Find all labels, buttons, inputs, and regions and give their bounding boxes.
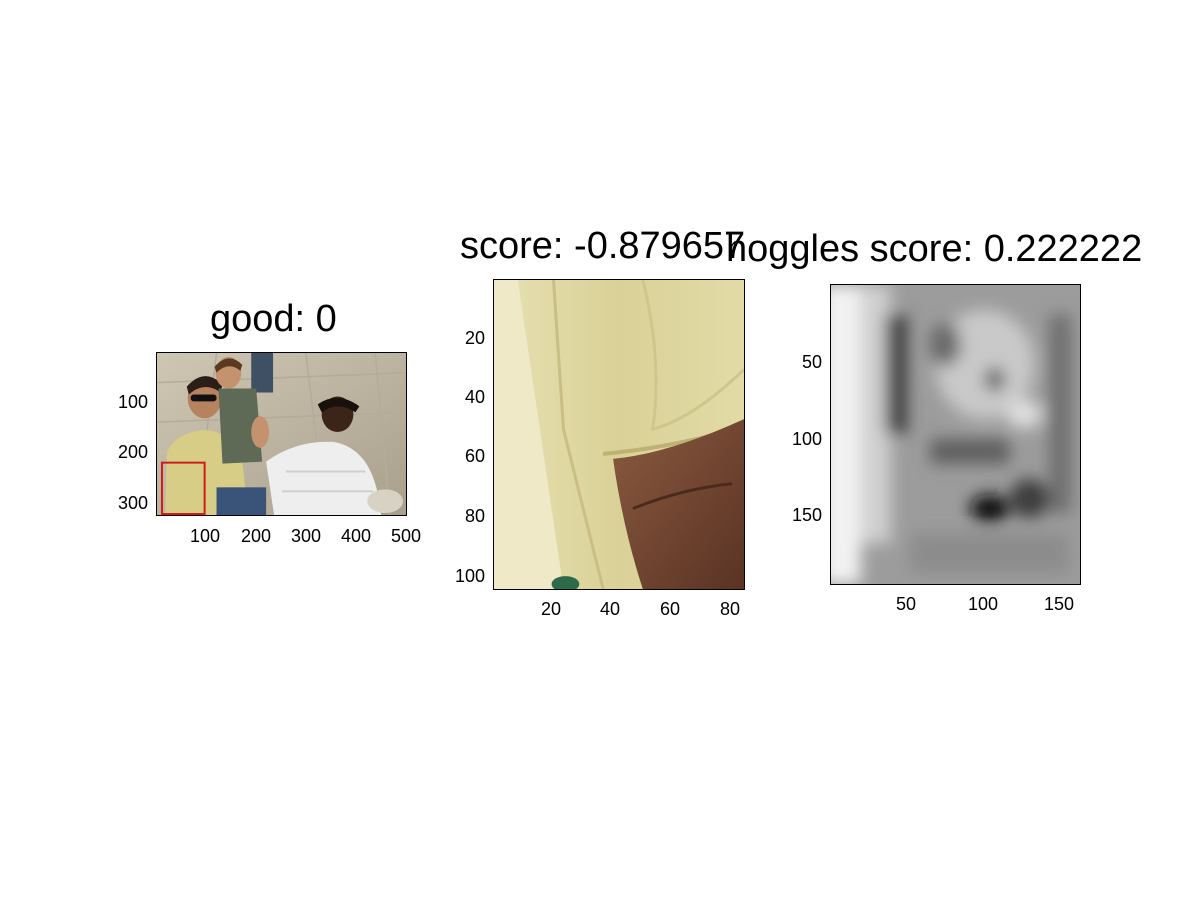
crop-photo <box>494 280 744 589</box>
hoggles-ytick: 50 <box>801 352 822 372</box>
crop-xtick: 80 <box>719 599 741 619</box>
hoggles-xtick: 100 <box>967 594 999 614</box>
scene-ytick: 100 <box>117 392 148 412</box>
hoggles-image-axes <box>830 284 1081 585</box>
scene-xtick: 400 <box>340 526 372 546</box>
panel-title-hoggles: hoggles score: 0.222222 <box>726 228 1143 270</box>
hoggles-ytick: 150 <box>791 505 822 525</box>
crop-ytick: 80 <box>464 506 485 526</box>
crop-xtick: 40 <box>599 599 621 619</box>
scene-xtick: 500 <box>390 526 422 546</box>
scene-photo <box>157 353 406 515</box>
crop-xtick: 60 <box>659 599 681 619</box>
crop-ytick: 40 <box>464 387 485 407</box>
scene-ytick: 200 <box>117 442 148 462</box>
crop-ytick: 60 <box>464 446 485 466</box>
scene-xtick: 300 <box>290 526 322 546</box>
crop-image-axes <box>493 279 745 590</box>
scene-ytick: 300 <box>117 493 148 513</box>
scene-image-axes <box>156 352 407 516</box>
scene-xtick: 200 <box>240 526 272 546</box>
panel-title-scene: good: 0 <box>210 298 337 340</box>
crop-ytick: 20 <box>464 328 485 348</box>
hoggles-xtick: 150 <box>1043 594 1075 614</box>
hoggles-visualization <box>831 285 1080 584</box>
hoggles-xtick: 50 <box>895 594 917 614</box>
detection-box <box>160 461 206 515</box>
panel-title-crop: score: -0.879657 <box>460 225 746 267</box>
crop-xtick: 20 <box>540 599 562 619</box>
scene-xtick: 100 <box>189 526 221 546</box>
hoggles-ytick: 100 <box>791 429 822 449</box>
crop-ytick: 100 <box>454 566 485 586</box>
